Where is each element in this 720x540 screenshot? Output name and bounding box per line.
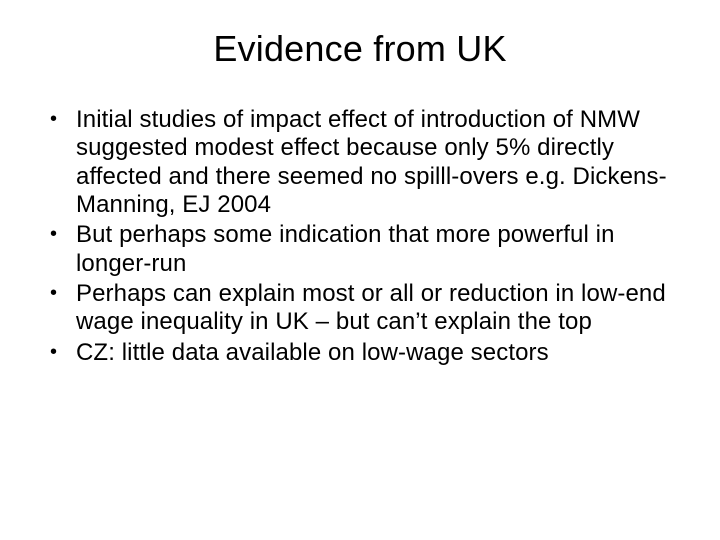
list-item: Initial studies of impact effect of intr… bbox=[50, 106, 674, 219]
bullet-list: Initial studies of impact effect of intr… bbox=[36, 106, 684, 367]
slide-title: Evidence from UK bbox=[36, 28, 684, 70]
list-item: But perhaps some indication that more po… bbox=[50, 221, 674, 278]
slide: Evidence from UK Initial studies of impa… bbox=[0, 0, 720, 540]
list-item: CZ: little data available on low-wage se… bbox=[50, 339, 674, 367]
list-item: Perhaps can explain most or all or reduc… bbox=[50, 280, 674, 337]
